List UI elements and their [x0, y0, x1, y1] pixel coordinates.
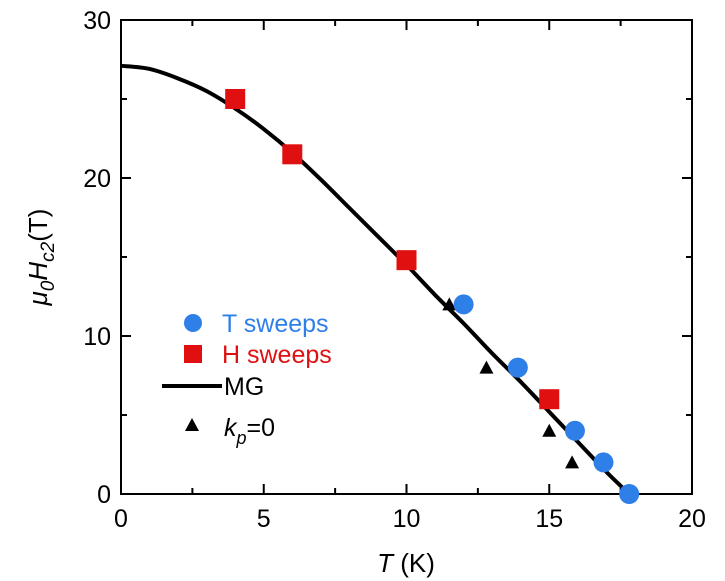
legend-label-kp0: kp=0 [224, 414, 275, 448]
kp0-point [442, 297, 457, 311]
x-tick-label: 0 [114, 505, 128, 533]
legend-label-mg: MG [224, 373, 264, 401]
h-sweep-point [282, 144, 303, 165]
x-tick-label: 10 [393, 505, 421, 533]
t-sweep-point [507, 357, 528, 378]
data-markers [225, 89, 640, 504]
x-axis-title: T (K) [377, 548, 435, 578]
y-tick-label: 20 [83, 165, 111, 193]
x-tick-label: 5 [257, 505, 271, 533]
h-sweep-point [225, 89, 246, 109]
legend-label-t-sweeps: T sweeps [222, 310, 329, 338]
legend-marker-t-sweeps [184, 314, 202, 332]
kp0-point [479, 360, 494, 374]
y-tick-label: 0 [97, 481, 111, 509]
t-sweep-point [593, 452, 614, 473]
legend: T sweeps H sweeps MG kp=0 [162, 310, 332, 448]
kp0-point [565, 455, 580, 469]
t-sweep-point [453, 294, 474, 315]
y-tick-label: 10 [83, 323, 111, 351]
tick-labels: 0 5 10 15 20 0 10 20 30 [83, 7, 706, 533]
x-tick-label: 20 [678, 505, 706, 533]
h-sweep-point [396, 250, 417, 271]
h-sweep-point [539, 389, 560, 410]
mg-curve [120, 63, 631, 496]
t-sweep-point [564, 420, 585, 441]
y-axis-title: μ0Hc2(T) [23, 209, 59, 307]
t-sweep-point [619, 484, 640, 504]
x-tick-label: 15 [535, 505, 563, 533]
legend-marker-kp0 [185, 418, 199, 431]
y-tick-label: 30 [83, 7, 111, 35]
legend-label-h-sweeps: H sweeps [222, 341, 332, 369]
kp0-point [542, 423, 557, 437]
legend-marker-h-sweeps [184, 345, 202, 363]
